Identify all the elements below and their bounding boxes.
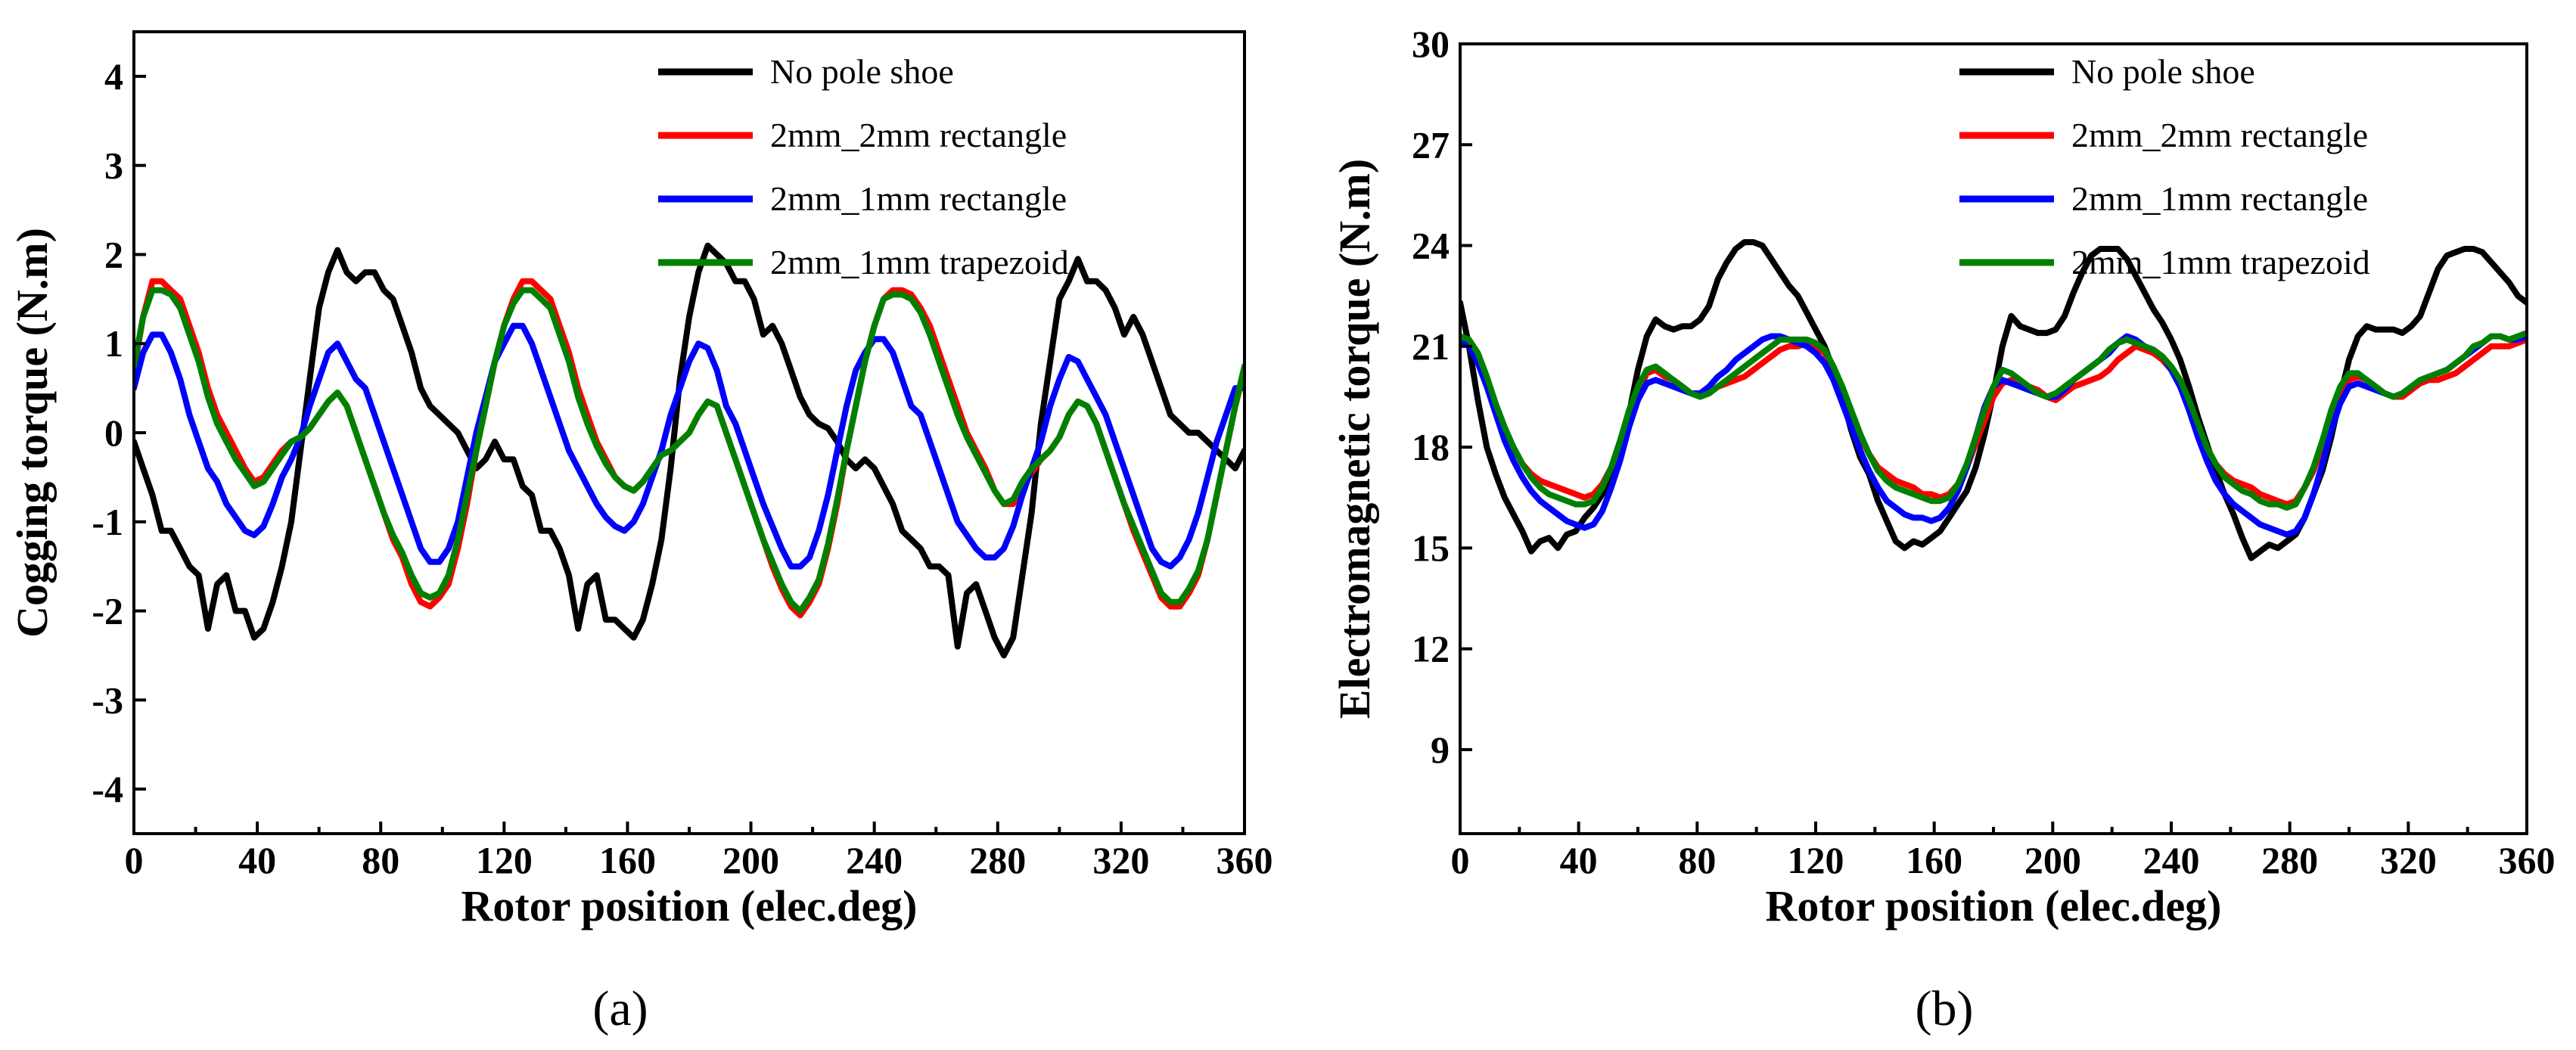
x-tick-label: 40 [1560, 839, 1598, 881]
y-tick-label: 24 [1412, 225, 1450, 267]
series-line-2mm-1mm-trapezoid [134, 287, 1244, 614]
series-lines [134, 242, 1244, 659]
y-tick-label: 12 [1412, 628, 1450, 670]
x-tick-label: 240 [2143, 839, 2200, 881]
x-tick-label: 200 [2024, 839, 2081, 881]
legend-label: 2mm_1mm trapezoid [770, 243, 1069, 281]
series-line-2mm-1mm-rectangle [134, 322, 1244, 570]
x-tick-label: 200 [722, 839, 779, 881]
y-axis-title: Electromagnetic torque (N.m) [1330, 159, 1379, 719]
legend: No pole shoe 2mm_2mm rectangle 2mm_1mm rec… [658, 52, 1069, 281]
x-tick-label: 280 [2261, 839, 2318, 881]
y-axis-title: Cogging torque (N.m) [8, 228, 57, 638]
panel-label: (a) [592, 981, 648, 1036]
legend-label: No pole shoe [770, 52, 954, 91]
y-tick-label: 1 [104, 322, 123, 365]
x-tick-label: 280 [969, 839, 1026, 881]
x-tick-label: 240 [846, 839, 903, 881]
x-axis-title: Rotor position (elec.deg) [1766, 881, 2222, 930]
x-tick-label: 360 [2499, 839, 2556, 881]
y-tick-label: 18 [1412, 426, 1450, 468]
x-tick-label: 320 [2380, 839, 2437, 881]
legend-label: 2mm_2mm rectangle [2071, 116, 2368, 154]
panel-label: (b) [1916, 981, 1974, 1036]
x-tick-label: 40 [238, 839, 276, 881]
series-line-2mm-2mm-rectangle [1460, 333, 2527, 508]
x-tick-label: 0 [125, 839, 144, 881]
legend: No pole shoe 2mm_2mm rectangle 2mm_1mm rec… [1959, 52, 2370, 281]
legend-label: No pole shoe [2071, 52, 2255, 91]
x-tick-label: 0 [1451, 839, 1470, 881]
y-tick-label: 2 [104, 233, 123, 275]
x-tick-label: 160 [599, 839, 656, 881]
series-line-no-pole-shoe [134, 242, 1244, 659]
y-tick-label: -4 [92, 768, 123, 810]
y-tick-label: 30 [1412, 23, 1450, 65]
x-tick-label: 120 [476, 839, 533, 881]
legend-label: 2mm_1mm rectangle [770, 179, 1067, 218]
y-tick-label: 27 [1412, 123, 1450, 166]
y-tick-label: 15 [1412, 527, 1450, 569]
x-tick-label: 320 [1092, 839, 1149, 881]
y-tick-label: 9 [1431, 728, 1450, 771]
y-tick-label: 0 [104, 412, 123, 454]
legend-label: 2mm_2mm rectangle [770, 116, 1067, 154]
y-tick-label: 4 [104, 55, 123, 98]
legend-label: 2mm_1mm trapezoid [2071, 243, 2370, 281]
x-axis-title: Rotor position (elec.deg) [461, 881, 918, 930]
panel-a-cogging-torque: 0 40 80 120 160 200 240 280 320 360 -4 -3 -2 -1 0 1 2 3 4 R… [8, 30, 1273, 1036]
series-lines [1460, 239, 2527, 561]
y-tick-label: 3 [104, 144, 123, 187]
series-line-2mm-1mm-trapezoid [1460, 330, 2527, 511]
y-tick-label: 21 [1412, 325, 1450, 368]
legend-label: 2mm_1mm rectangle [2071, 179, 2368, 218]
panel-b-electromagnetic-torque: 0 40 80 120 160 200 240 280 320 360 9 12 15 18 21 24 27 3… [1330, 23, 2556, 1036]
y-tick-label: -3 [92, 679, 123, 721]
y-tick-label: -2 [92, 590, 123, 632]
y-tick-label: -1 [92, 501, 123, 543]
x-tick-label: 80 [1678, 839, 1716, 881]
x-tick-label: 160 [1906, 839, 1962, 881]
x-tick-label: 360 [1217, 839, 1273, 881]
x-tick-label: 80 [362, 839, 399, 881]
x-tick-label: 120 [1788, 839, 1844, 881]
